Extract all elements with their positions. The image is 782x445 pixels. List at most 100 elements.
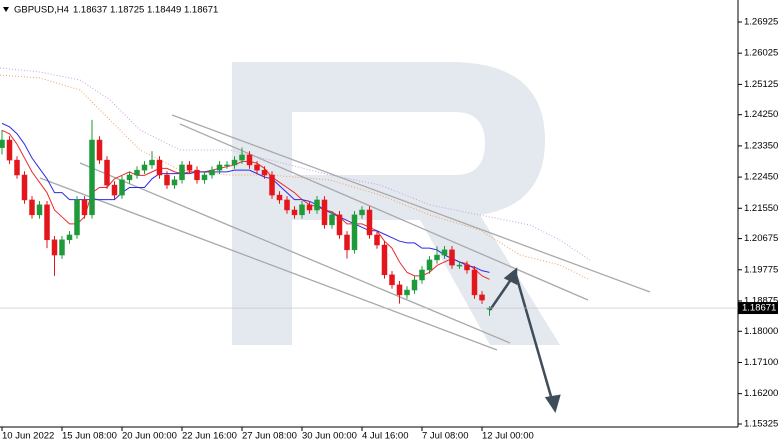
y-tick-label: 1.19775	[744, 264, 778, 275]
price-tag-label: 1.18671	[742, 303, 776, 314]
candle-body	[411, 279, 418, 291]
candle-body	[284, 199, 290, 211]
candle-body	[209, 169, 215, 176]
candle-body	[224, 164, 230, 167]
candle-body	[201, 174, 208, 181]
candle-body	[36, 204, 43, 216]
ohlc-open: 1.18637	[73, 5, 107, 16]
candle-body	[186, 164, 193, 171]
candle-body	[51, 239, 58, 256]
trend-line	[39, 177, 498, 351]
cloud-edge	[0, 74, 591, 281]
candle-body	[66, 234, 73, 241]
candle-body	[291, 209, 298, 216]
indicator-line	[1, 122, 490, 273]
y-tick-label: 1.16200	[744, 388, 778, 399]
y-tick-label: 1.15325	[744, 419, 778, 430]
candle-body	[149, 159, 155, 166]
candle-body	[321, 199, 328, 226]
y-tick-label: 1.26925	[744, 17, 778, 28]
ohlc-close: 1.18671	[184, 5, 218, 16]
candle-body	[194, 169, 200, 181]
plot	[0, 119, 493, 316]
candle-body	[59, 239, 65, 256]
arrowhead	[544, 394, 561, 413]
trend-lines	[39, 114, 651, 351]
candle-body	[449, 249, 455, 266]
x-tick-label: 12 Jul 00:00	[482, 431, 534, 442]
y-tick-label: 1.25125	[744, 79, 778, 90]
y-tick-label: 1.20675	[744, 233, 778, 244]
candle-body	[351, 214, 358, 251]
candle-body	[89, 139, 95, 216]
candle-body	[471, 269, 478, 296]
candle-body	[456, 264, 463, 267]
candle-body	[479, 294, 485, 301]
chart-title: GBPUSD,H4	[14, 5, 69, 16]
candle-body	[314, 199, 320, 211]
indicator-line	[1, 129, 490, 280]
ohlc-high: 1.18725	[110, 5, 144, 16]
trend-line	[179, 123, 589, 301]
x-tick-label: 20 Jun 00:00	[122, 431, 177, 442]
candle-body	[306, 204, 313, 211]
candle-body	[359, 209, 365, 216]
ichimoku-cloud	[0, 67, 591, 281]
x-tick-label: 15 Jun 08:00	[62, 431, 117, 442]
candle-body	[29, 199, 35, 216]
y-tick-label: 1.23350	[744, 140, 778, 151]
y-tick-label: 1.17100	[744, 357, 778, 368]
candle-body	[396, 284, 403, 296]
y-tick-label: 1.26025	[744, 48, 778, 59]
candle-body	[389, 274, 395, 286]
candle-body	[269, 174, 275, 196]
candle-body	[119, 179, 125, 196]
candle-body	[81, 199, 88, 216]
x-tick-label: 22 Jun 16:00	[182, 431, 237, 442]
candle-body	[246, 154, 253, 166]
x-tick-label: 27 Jun 08:00	[242, 431, 297, 442]
y-tick-label: 1.22450	[744, 172, 778, 183]
candle-body	[434, 254, 440, 261]
candle-body	[381, 244, 388, 276]
candle-body	[21, 174, 28, 201]
x-tick-label: 7 Jul 08:00	[422, 431, 468, 442]
candle-body	[419, 269, 425, 281]
candle-body	[261, 169, 268, 176]
y-tick-label: 1.18000	[744, 326, 778, 337]
candle-body	[464, 264, 470, 271]
ohlc-low: 1.18449	[147, 5, 181, 16]
arrows	[488, 267, 561, 413]
candle-body	[216, 164, 223, 171]
candle-body	[104, 159, 110, 186]
candle-body	[111, 184, 118, 196]
candle-body	[44, 204, 50, 241]
x-tick-label: 30 Jun 00:00	[302, 431, 357, 442]
x-tick-label: 10 Jun 2022	[2, 431, 54, 442]
watermark	[232, 62, 560, 345]
candle-body	[254, 164, 260, 171]
trend-line	[171, 114, 651, 293]
candle-body	[126, 174, 133, 181]
candle-body	[441, 249, 448, 256]
candle-body	[231, 159, 238, 166]
candle-body	[164, 174, 170, 186]
price-tag	[738, 302, 778, 315]
candle-body	[179, 164, 185, 181]
candle-body	[329, 214, 335, 226]
candle-body	[239, 154, 245, 161]
y-tick-label: 1.24250	[744, 109, 778, 120]
candle-body	[0, 139, 5, 148]
x-tick-label: 4 Jul 16:00	[362, 431, 408, 442]
menu-triangle	[3, 7, 9, 12]
arrow	[488, 277, 514, 311]
candle-body	[344, 234, 350, 251]
trend-line	[79, 162, 511, 344]
candle-body	[336, 214, 343, 236]
candle-body	[374, 234, 380, 246]
candle-body	[6, 139, 13, 161]
candle-body	[134, 169, 140, 176]
candle-body	[74, 199, 80, 236]
candle-body	[156, 159, 163, 176]
